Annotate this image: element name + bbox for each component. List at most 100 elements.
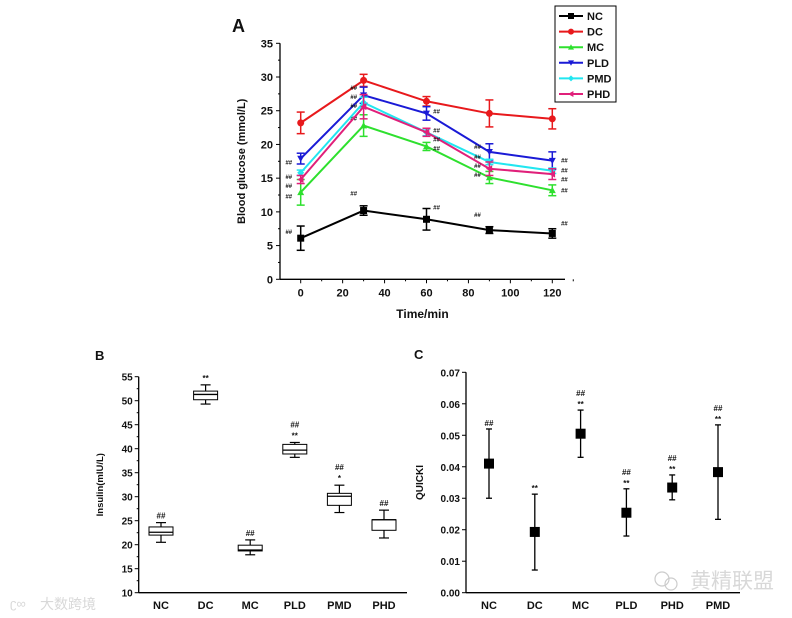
marker-square — [297, 234, 305, 242]
marker-diamond — [297, 169, 305, 177]
significance-label: ## — [157, 512, 166, 521]
x-tick-label: DC — [198, 600, 214, 612]
box-mc: ## — [237, 529, 263, 556]
significance-label: ## — [350, 95, 357, 101]
marker-diamond — [568, 75, 574, 82]
data-point — [621, 507, 632, 518]
y-tick-label: 35 — [122, 469, 134, 480]
data-point — [667, 482, 678, 493]
marker-square — [485, 226, 493, 234]
x-tick-label: PHD — [661, 600, 684, 612]
legend-label: MC — [587, 42, 604, 54]
significance-label: ## — [433, 128, 440, 134]
marker-triangle-down — [568, 60, 574, 66]
box — [282, 443, 308, 455]
y-tick-label: 0.05 — [441, 431, 461, 442]
marker-triangle-left — [297, 176, 304, 184]
x-tick-label: DC — [527, 600, 543, 612]
significance-label: ## — [576, 389, 585, 398]
y-tick-label: 10 — [261, 207, 273, 219]
y-tick-label: 0.01 — [441, 557, 461, 568]
marker-triangle-left — [568, 91, 574, 97]
point-pld: ## ** — [621, 468, 632, 537]
panel-label: A — [232, 16, 245, 36]
x-tick-label: PLD — [615, 600, 637, 612]
x-tick-label: 20 — [337, 287, 349, 299]
marker-triangle-up — [485, 173, 493, 181]
data-point — [529, 526, 540, 537]
box-pmd: ## * — [326, 463, 352, 514]
marker-triangle-down — [485, 149, 493, 156]
x-tick-label: MC — [572, 600, 589, 612]
box-phd: ## — [371, 499, 397, 539]
data-point — [575, 428, 586, 439]
marker-square — [548, 229, 556, 237]
significance-label: ## — [485, 419, 494, 428]
significance-label: ## — [350, 104, 357, 110]
y-tick-label: 55 — [122, 373, 134, 384]
point-mc: ## ** — [575, 389, 586, 458]
x-tick-label: 80 — [462, 287, 474, 299]
y-tick-label: 45 — [122, 421, 134, 432]
significance-label: * — [338, 474, 342, 483]
significance-label: ** — [715, 415, 722, 424]
box — [148, 526, 174, 536]
significance-label: ## — [474, 155, 481, 161]
significance-label: ## — [285, 230, 292, 236]
x-tick-label: 0 — [298, 287, 304, 299]
y-tick-label: 50 — [122, 397, 134, 408]
significance-label: ## — [285, 175, 292, 181]
significance-label: ## — [561, 169, 568, 175]
significance-label: ** — [577, 400, 584, 409]
significance-label: ## — [290, 420, 299, 429]
marker-triangle-left — [548, 170, 556, 178]
marker-square — [360, 207, 368, 215]
x-tick-label: NC — [481, 600, 497, 612]
significance-label: ## — [561, 188, 568, 194]
x-tick-label: PHD — [372, 600, 395, 612]
marker-circle — [297, 119, 305, 127]
significance-label: ## — [561, 178, 568, 184]
significance-label: ## — [474, 173, 481, 179]
significance-label: ## — [622, 468, 631, 477]
marker-triangle-left — [423, 128, 430, 136]
box-dc: ** — [193, 374, 219, 405]
panel-label: C — [414, 347, 424, 362]
marker-square — [423, 215, 430, 223]
y-tick-label: 0.02 — [441, 526, 461, 537]
y-tick-label: 35 — [261, 38, 273, 50]
significance-label: ## — [433, 109, 440, 115]
significance-label: ** — [292, 431, 299, 440]
point-dc: ** — [529, 484, 540, 571]
y-axis-title: Blood glucose (mmol/L) — [236, 98, 248, 224]
legend: NC DC MC PLD PMD PHD — [554, 5, 617, 103]
x-tick-label: 120 — [543, 287, 561, 299]
significance-label: ## — [561, 221, 568, 227]
y-tick-label: 15 — [122, 565, 134, 576]
y-tick-label: 0.03 — [441, 494, 461, 505]
series-mc: ## ## ## ## ## — [285, 114, 568, 206]
panel-label: B — [95, 348, 104, 363]
significance-label: ## — [246, 529, 255, 538]
legend-label: DC — [587, 27, 603, 39]
point-phd: ## ** — [667, 454, 678, 501]
marker-triangle-up — [423, 142, 430, 150]
y-tick-label: 5 — [267, 241, 273, 253]
legend-label: PLD — [587, 58, 609, 70]
panel-c-quicki-chart: C 0.00 0.01 0.02 0.03 0.04 0.05 0.06 0.07 QUICKI #… — [414, 347, 740, 612]
significance-label: ## — [350, 192, 357, 198]
point-nc: ## — [484, 419, 494, 499]
y-tick-label: 30 — [261, 72, 273, 84]
box-nc: ## — [148, 512, 174, 543]
significance-label: ## — [474, 164, 481, 170]
y-tick-label: 25 — [261, 106, 273, 118]
significance-label: ## — [350, 117, 357, 123]
marker-triangle-up — [360, 122, 368, 129]
significance-label: ## — [433, 146, 440, 152]
wechat-icon-bubble — [664, 577, 678, 591]
y-tick-label: 20 — [261, 139, 273, 151]
significance-label: ## — [285, 161, 292, 167]
x-tick-label: 60 — [420, 287, 432, 299]
marker-triangle-left — [360, 103, 367, 111]
y-tick-label: 30 — [122, 493, 134, 504]
